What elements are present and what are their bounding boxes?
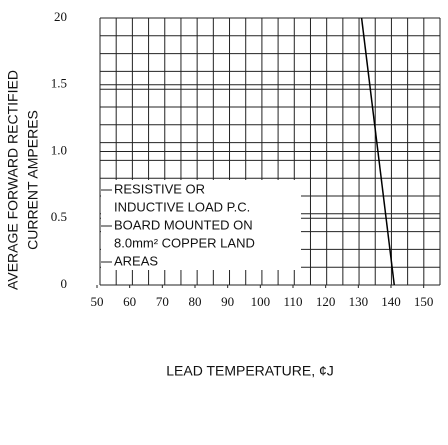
annotation: INDUCTIVE LOAD P.C. — [114, 199, 250, 214]
x-tick-label: 60 — [123, 294, 136, 309]
y-axis-label: AVERAGE FORWARD RECTIFIED — [5, 70, 21, 290]
y-tick-label: 1.0 — [51, 142, 67, 157]
x-tick-label: 150 — [414, 294, 434, 309]
x-tick-label: 50 — [91, 294, 104, 309]
annotation: RESISTIVE OR — [114, 181, 205, 196]
x-tick-label: 70 — [156, 294, 169, 309]
y-tick-label: 0.5 — [51, 209, 67, 224]
annotation: AREAS — [114, 253, 158, 268]
x-axis-label: LEAD TEMPERATURE, ¢J — [166, 363, 334, 379]
x-tick-label: 140 — [381, 294, 401, 309]
y-tick-label: 0 — [61, 276, 68, 291]
x-tick-label: 130 — [349, 294, 369, 309]
annotation: 8.0mm² COPPER LAND — [114, 235, 255, 250]
y-tick-label: 1.5 — [51, 76, 67, 91]
x-tick-label: 90 — [221, 294, 234, 309]
x-tick-label: 120 — [316, 294, 336, 309]
y-tick-label: 20 — [54, 9, 67, 24]
line — [360, 17, 396, 286]
x-tick-label: 80 — [189, 294, 202, 309]
x-tick-label: 100 — [251, 294, 271, 309]
y-axis-label: CURRENT AMPERES — [25, 110, 41, 250]
x-tick-label: 110 — [283, 294, 302, 309]
annotation: BOARD MOUNTED ON — [114, 217, 253, 232]
annotation-box — [101, 180, 301, 270]
